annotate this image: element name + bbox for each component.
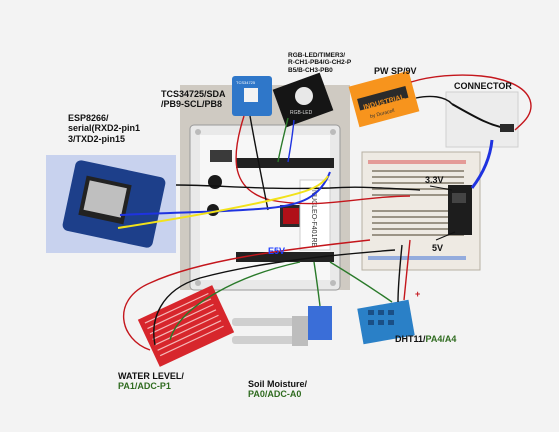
connector-jack	[445, 91, 519, 148]
water-label-line1: WATER LEVEL/	[118, 371, 184, 381]
soil-label-line2: PA0/ADC-A0	[248, 389, 302, 400]
wire-red-dht	[403, 239, 411, 301]
esp-label-line1: ESP8266/	[68, 113, 109, 123]
power-label: PW SP/9V	[374, 66, 417, 76]
wire-green-soil	[313, 261, 321, 307]
esp-label-line3: 3/TXD2-pin15	[68, 133, 126, 144]
tcs-label-line2: /PB9-SCL/PB8	[161, 99, 223, 110]
wire-black-battery	[415, 95, 453, 105]
wire-black-water	[153, 249, 396, 346]
rgb-led-label: RGB-LED/TIMER3/ R-CH1-PB4/G-CH2-P B5/B-C…	[288, 52, 351, 74]
wire-rgb-1	[277, 117, 289, 163]
wire-yellow-esp	[117, 175, 329, 229]
voltage-pointers	[429, 185, 456, 241]
water-label-line2: PA1/ADC-P1	[118, 381, 171, 392]
tcs-module-label: TCS34725	[236, 80, 256, 85]
tcs34725-module: TCS34725	[232, 76, 272, 116]
rgb-label-line3: B5/B-CH3-PB0	[288, 66, 333, 74]
water-level-label: WATER LEVEL/ PA1/ADC-P1	[118, 371, 184, 392]
dht-label-pins: PA4/A4	[425, 334, 457, 344]
soil-label-line1: Soil Moisture/	[248, 379, 308, 389]
nucleo-label: NUCLEO-F401RE	[310, 190, 317, 248]
rgb-label-line1: RGB-LED/TIMER3/	[288, 52, 346, 59]
v33-label: 3.3V	[425, 175, 444, 185]
connector-label: CONNECTOR	[454, 81, 512, 91]
soil-moisture-sensor	[232, 306, 332, 346]
wire-red-water	[122, 239, 371, 351]
rgb-module-label: RGB-LED	[290, 110, 313, 116]
wires	[117, 74, 532, 351]
tcs-label-line1: TCS34725/SDA	[161, 89, 226, 99]
esp8266-board	[46, 155, 176, 253]
dht11-label: DHT11/PA4/A4	[395, 334, 456, 344]
esp8266-label: ESP8266/ serial(RXD2-pin1 3/TXD2-pin15	[68, 113, 140, 144]
wire-black-main	[175, 184, 421, 191]
esp-label-line2: serial(RXD2-pin1	[68, 123, 141, 134]
rgb-label-line2: R-CH1-PB4/G-CH2-P	[288, 59, 352, 67]
e5v-label: E5V	[268, 246, 286, 256]
wire-black-dht	[397, 244, 403, 303]
wire-blue-esp	[119, 171, 331, 216]
wire-green-dht	[329, 261, 393, 303]
soil-moisture-label: Soil Moisture/ PA0/ADC-A0	[248, 379, 307, 400]
wire-green-water	[169, 261, 301, 341]
battery-9v: INDUSTRIAL by Duracell	[348, 70, 420, 128]
wire-blue-connector	[470, 139, 494, 189]
tcs34725-label: TCS34725/SDA /PB9-SCL/PB8	[161, 89, 226, 110]
dht11-sensor	[357, 299, 415, 345]
water-level-sensor	[137, 285, 235, 367]
dht-label-prefix: DHT11/	[395, 334, 426, 344]
plus-marker: +	[415, 289, 421, 299]
wire-rgb-2	[287, 119, 295, 163]
v5-label: 5V	[432, 243, 444, 253]
wire-red-battery	[410, 74, 532, 131]
breadboard	[361, 151, 481, 271]
rgb-led-module: RGB-LED	[272, 72, 334, 128]
